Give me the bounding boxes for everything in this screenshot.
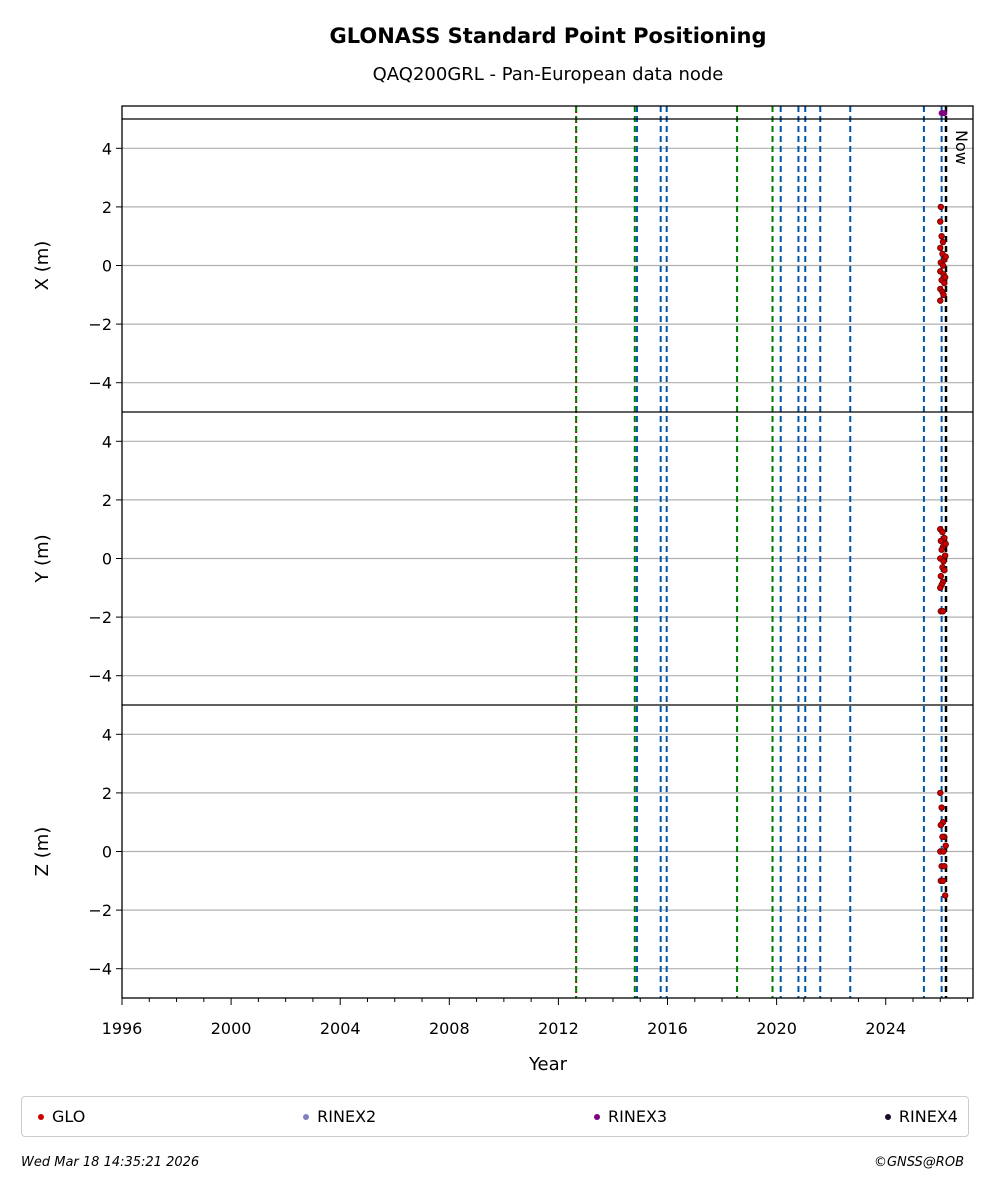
glo-point: [939, 238, 947, 246]
x-tick-label: 1996: [102, 1019, 143, 1038]
x-tick-label: 2020: [756, 1019, 797, 1038]
rinex3-point: [941, 110, 948, 117]
y-tick-label: 2: [102, 491, 112, 510]
glo-point: [937, 203, 945, 211]
glo-point: [937, 821, 945, 829]
legend-marker: [594, 1113, 601, 1120]
footer-copyright: ©GNSS@ROB: [873, 1155, 964, 1170]
y-axis-label: X (m): [32, 241, 53, 291]
plot-frame: [121, 105, 974, 999]
glo-point: [938, 232, 945, 240]
x-tick-label: 2008: [429, 1019, 470, 1038]
y-tick-label: 4: [102, 139, 112, 158]
y-tick-label: 0: [102, 257, 112, 276]
y-tick-label: 4: [102, 432, 112, 451]
legend-label: RINEX2: [317, 1107, 377, 1126]
glo-point: [938, 546, 945, 553]
glo-point: [937, 244, 944, 252]
glo-point: [939, 262, 947, 269]
glo-point: [939, 833, 946, 841]
y-tick-label: −2: [88, 901, 112, 920]
y-tick-label: −2: [88, 315, 112, 334]
glo-point: [941, 552, 949, 559]
legend-item: RINEX2: [303, 1107, 376, 1126]
glo-point: [939, 877, 947, 884]
glo-point: [940, 848, 947, 855]
x-tick-label: 2004: [320, 1019, 361, 1038]
legend-marker: [303, 1113, 310, 1120]
legend-label: RINEX4: [898, 1107, 958, 1126]
glo-point: [941, 567, 948, 574]
legend-label: GLO: [52, 1107, 86, 1126]
legend-marker: [38, 1113, 44, 1120]
glo-point: [937, 218, 944, 225]
y-tick-label: 0: [102, 843, 112, 862]
glo-point: [937, 297, 944, 304]
legend: GLO RINEX2 RINEX3 RINEX4: [21, 1096, 969, 1137]
y-tick-label: 4: [102, 725, 112, 744]
glo-point: [937, 537, 945, 545]
y-tick-label: −4: [88, 960, 112, 979]
x-tick-label: 2024: [865, 1019, 906, 1038]
chart-title: GLONASS Standard Point Positioning: [330, 24, 767, 48]
glo-point: [938, 804, 945, 811]
glo-point: [941, 279, 948, 287]
glo-point: [939, 528, 946, 536]
x-tick-label: 2012: [538, 1019, 579, 1038]
plot-area: −4 −2 0 2 4 X (m) −4 −2 0 2 4 Y (m) −4 −2 0 2 4 Z (m) Now 1…: [32, 105, 974, 1038]
glo-point: [940, 291, 947, 298]
glo-point: [942, 540, 949, 548]
chart-subtitle: QAQ200GRL - Pan-European data node: [373, 64, 724, 85]
footer-timestamp: Wed Mar 18 14:35:21 2026: [21, 1155, 200, 1170]
glo-point: [937, 572, 945, 580]
x-tick-label: 2000: [211, 1019, 252, 1038]
x-axis-label: Year: [528, 1054, 568, 1075]
glo-point: [940, 558, 947, 565]
x-tick-label: 2016: [647, 1019, 688, 1038]
now-label: Now: [952, 130, 971, 165]
glo-point: [942, 842, 949, 849]
legend-item: GLO: [38, 1107, 85, 1126]
y-axis-label: Z (m): [32, 827, 53, 877]
y-tick-label: 0: [102, 550, 112, 569]
glo-point: [941, 892, 949, 899]
legend-item: RINEX3: [594, 1107, 667, 1126]
y-tick-label: −4: [88, 374, 112, 393]
glo-point: [941, 862, 948, 870]
y-tick-label: 2: [102, 784, 112, 803]
y-tick-label: −2: [88, 608, 112, 627]
glo-point: [939, 608, 947, 615]
glo-point: [937, 789, 944, 797]
legend-item: RINEX4: [884, 1107, 958, 1126]
legend-marker: [884, 1113, 891, 1120]
y-axis-label: Y (m): [32, 534, 53, 583]
y-tick-label: −4: [88, 667, 112, 686]
legend-label: RINEX3: [608, 1107, 668, 1126]
y-tick-label: 2: [102, 198, 112, 217]
glo-point: [942, 253, 949, 260]
glo-point: [941, 274, 949, 281]
glo-point: [937, 584, 944, 591]
